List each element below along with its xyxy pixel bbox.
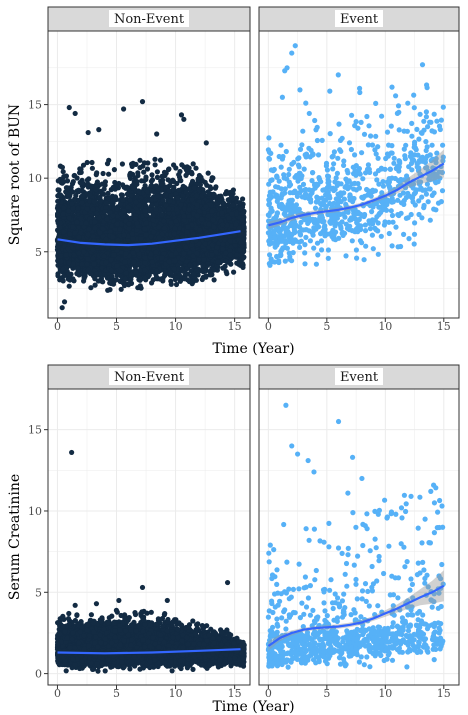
data-point xyxy=(141,169,147,175)
data-point xyxy=(137,157,143,163)
data-point xyxy=(111,167,117,173)
data-point xyxy=(177,278,183,284)
data-point xyxy=(199,276,205,283)
data-point xyxy=(102,272,108,278)
data-point xyxy=(76,189,82,195)
data-point xyxy=(80,162,87,168)
data-point xyxy=(100,170,106,177)
data-point xyxy=(190,278,197,284)
points xyxy=(54,99,247,311)
data-point xyxy=(152,162,158,168)
data-point xyxy=(94,206,100,212)
data-point xyxy=(89,165,95,171)
data-point xyxy=(66,283,72,289)
facet-strip-label-bg xyxy=(109,10,189,27)
data-point xyxy=(208,177,215,183)
data-point xyxy=(105,287,111,293)
data-layer xyxy=(54,99,247,311)
data-point xyxy=(154,169,160,175)
data-point xyxy=(240,264,246,270)
data-point xyxy=(118,286,124,292)
data-point xyxy=(106,171,112,177)
facet-label: Non-Event xyxy=(114,12,185,27)
data-point xyxy=(179,162,185,168)
data-point xyxy=(154,174,160,180)
data-point xyxy=(199,177,205,183)
data-point xyxy=(61,174,67,180)
data-point xyxy=(211,277,217,283)
data-point xyxy=(84,159,90,166)
data-point xyxy=(89,159,95,166)
data-point xyxy=(157,157,164,163)
data-point xyxy=(55,187,61,193)
data-point xyxy=(88,285,94,291)
data-point xyxy=(128,272,134,278)
data-point xyxy=(144,166,151,172)
data-point xyxy=(152,156,158,162)
data-point xyxy=(71,278,77,284)
data-point xyxy=(205,170,211,176)
data-point xyxy=(120,182,126,188)
data-point xyxy=(104,161,111,167)
data-point xyxy=(207,272,213,278)
data-point xyxy=(211,192,217,198)
data-point xyxy=(193,165,199,171)
data-point xyxy=(132,175,138,181)
data-point xyxy=(180,183,186,189)
data-point xyxy=(74,271,80,277)
data-point xyxy=(60,169,66,175)
data-point xyxy=(124,184,130,190)
data-point xyxy=(190,161,196,167)
data-point xyxy=(173,281,180,288)
data-point xyxy=(149,172,155,178)
data-point xyxy=(148,183,154,189)
data-point xyxy=(182,276,188,282)
